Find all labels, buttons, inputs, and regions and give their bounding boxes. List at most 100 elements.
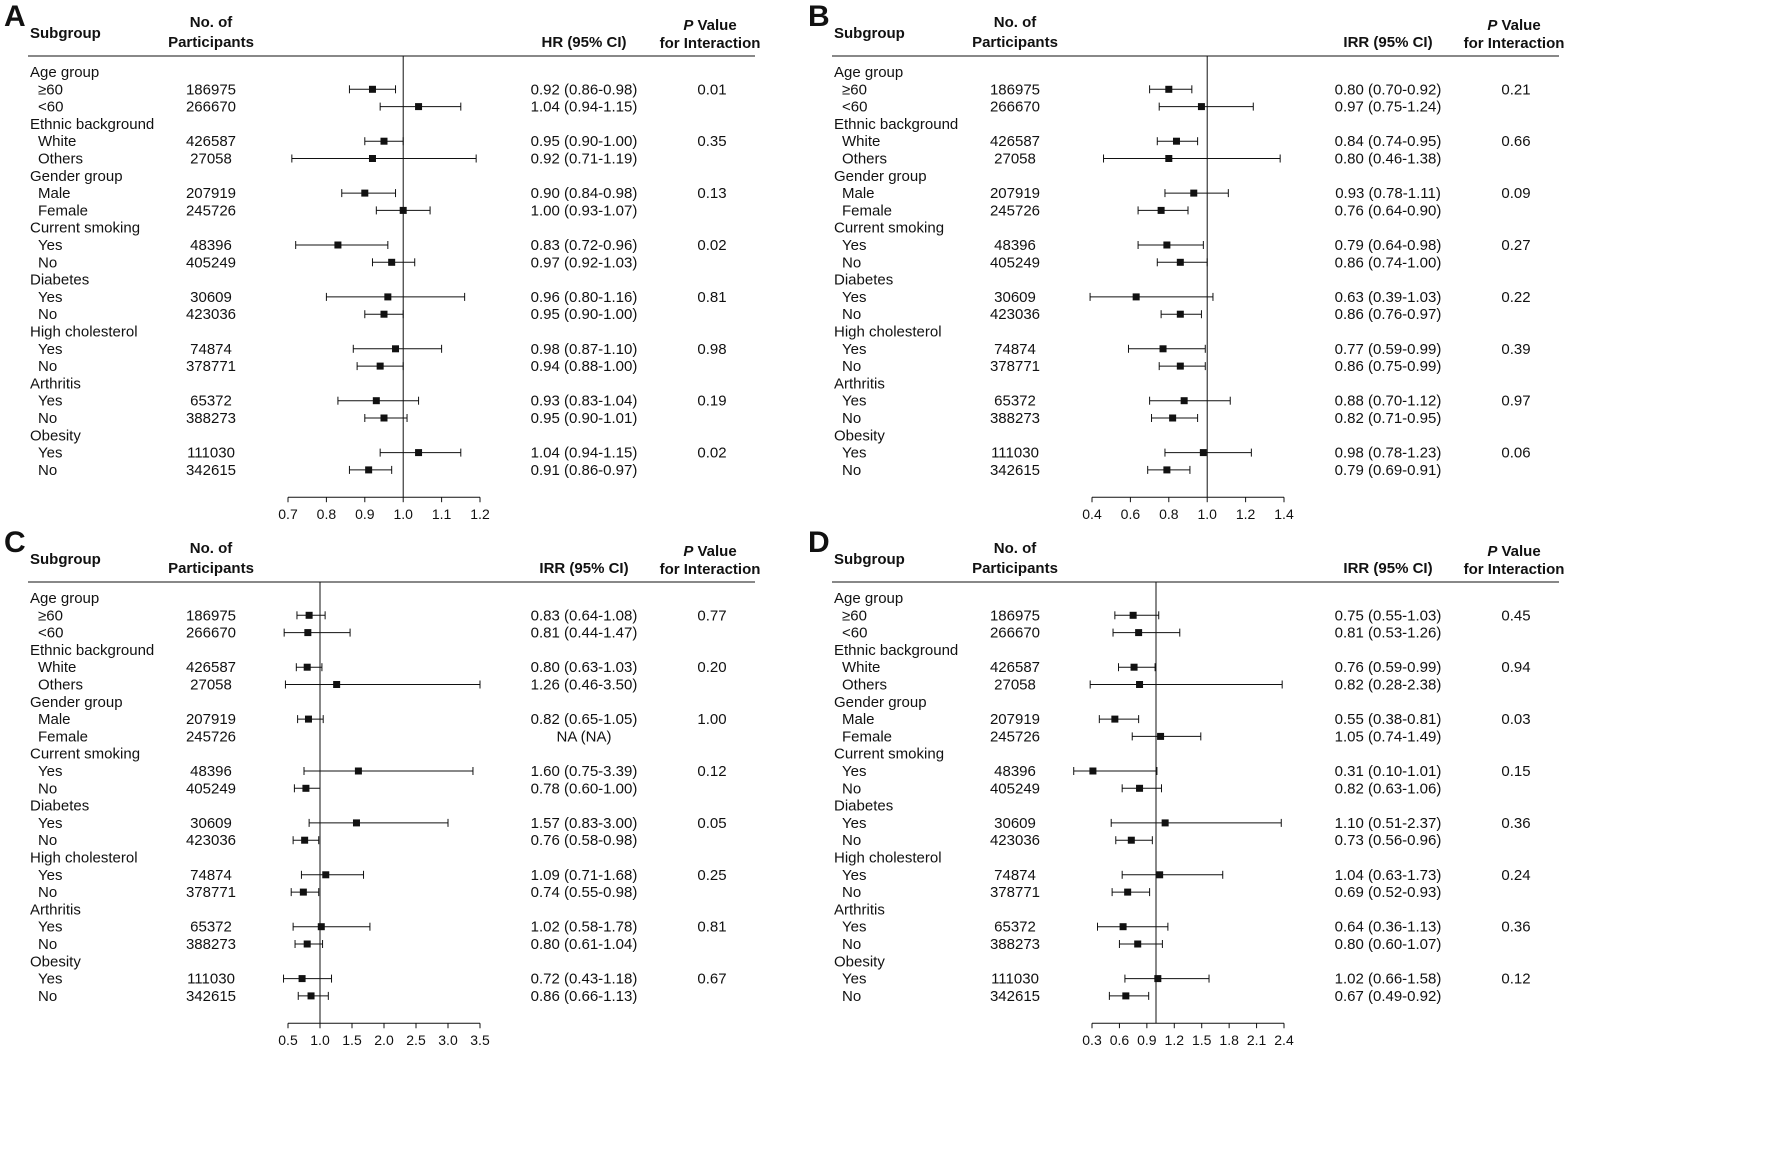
row-participants: 74874	[190, 867, 232, 884]
row-ci-text: 0.82 (0.28-2.38)	[1335, 677, 1442, 694]
group-label: Ethnic background	[834, 642, 958, 659]
row-ci-text: 1.60 (0.75-3.39)	[531, 763, 638, 780]
header-effect-label: HR (95% CI)	[541, 34, 626, 51]
point-estimate	[1129, 611, 1137, 619]
row-label: White	[842, 133, 880, 150]
group-label: Arthritis	[30, 375, 81, 392]
p-interaction: 0.02	[697, 445, 726, 462]
row-label: Yes	[842, 815, 866, 832]
panel-letter: D	[808, 526, 830, 559]
row-label: Others	[38, 677, 83, 694]
row-participants: 266670	[186, 625, 236, 642]
row-participants: 388273	[186, 410, 236, 427]
row-participants: 65372	[190, 393, 232, 410]
header-p-line2: for Interaction	[1464, 35, 1565, 52]
row-label: <60	[38, 625, 63, 642]
row-participants: 342615	[186, 462, 236, 479]
x-tick-label: 3.5	[470, 1032, 490, 1048]
point-estimate	[307, 992, 315, 1000]
row-participants: 245726	[186, 202, 236, 219]
row-label: Female	[38, 202, 88, 219]
p-interaction: 0.77	[697, 607, 726, 624]
x-tick-label: 1.2	[1165, 1032, 1185, 1048]
row-participants: 65372	[190, 919, 232, 936]
row-participants: 111030	[187, 445, 235, 462]
row-participants: 207919	[990, 185, 1040, 202]
row-ci-text: 0.76 (0.59-0.99)	[1335, 659, 1442, 676]
row-label: Yes	[38, 393, 62, 410]
row-participants: 207919	[990, 711, 1040, 728]
p-interaction: 0.36	[1501, 919, 1530, 936]
row-label: Yes	[38, 237, 62, 254]
group-label: Current smoking	[30, 220, 140, 237]
group-label: Age group	[30, 64, 99, 81]
row-label: Yes	[38, 867, 62, 884]
p-interaction: 0.45	[1501, 607, 1530, 624]
point-estimate	[1154, 975, 1162, 983]
x-tick-label: 1.1	[432, 506, 452, 522]
row-ci-text: 0.82 (0.63-1.06)	[1335, 780, 1442, 797]
group-label: Arthritis	[30, 901, 81, 918]
point-estimate	[1127, 836, 1135, 844]
point-estimate	[1157, 206, 1165, 214]
row-ci-text: 0.84 (0.74-0.95)	[1335, 133, 1442, 150]
point-estimate	[1111, 715, 1119, 723]
row-ci-text: 0.93 (0.78-1.11)	[1335, 185, 1441, 202]
group-label: Ethnic background	[30, 642, 154, 659]
point-estimate	[298, 975, 306, 983]
row-label: Yes	[842, 341, 866, 358]
panel-letter: C	[4, 526, 26, 559]
header-participants-line1: No. of	[994, 540, 1037, 557]
header-p-rest: Value	[1497, 17, 1540, 34]
group-label: Arthritis	[834, 901, 885, 918]
point-estimate	[317, 923, 325, 931]
row-ci-text: 0.86 (0.74-1.00)	[1335, 254, 1442, 271]
p-interaction: 0.02	[697, 237, 726, 254]
header-p-rest: Value	[693, 543, 736, 560]
p-interaction: 0.15	[1501, 763, 1530, 780]
row-ci-text: 0.78 (0.60-1.00)	[531, 780, 638, 797]
point-estimate	[380, 137, 388, 145]
row-participants: 186975	[990, 607, 1040, 624]
header-p-value: P Value	[683, 17, 736, 34]
row-ci-text: 0.72 (0.43-1.18)	[531, 971, 638, 988]
header-effect-label: IRR (95% CI)	[1343, 34, 1432, 51]
x-tick-label: 2.0	[374, 1032, 394, 1048]
row-label: No	[38, 936, 57, 953]
row-label: Female	[38, 728, 88, 745]
point-estimate	[1165, 155, 1173, 162]
point-estimate	[333, 681, 341, 688]
row-participants: 207919	[186, 711, 236, 728]
x-tick-label: 1.5	[1192, 1032, 1212, 1048]
row-ci-text: 0.97 (0.92-1.03)	[531, 254, 638, 271]
group-label: High cholesterol	[834, 324, 942, 341]
p-interaction: 0.81	[697, 289, 726, 306]
row-participants: 111030	[187, 971, 235, 988]
point-estimate	[1163, 241, 1171, 249]
point-estimate	[392, 345, 400, 353]
row-ci-text: 1.04 (0.94-1.15)	[531, 445, 638, 462]
row-label: White	[38, 133, 76, 150]
header-p-rest: Value	[693, 17, 736, 34]
point-estimate	[1132, 293, 1140, 301]
row-label: Male	[842, 185, 875, 202]
point-estimate	[1176, 362, 1184, 370]
x-tick-label: 0.4	[1082, 506, 1102, 522]
x-tick-label: 0.8	[317, 506, 337, 522]
row-ci-text: 0.76 (0.58-0.98)	[531, 832, 638, 849]
row-participants: 426587	[186, 133, 236, 150]
point-estimate	[334, 241, 342, 249]
row-participants: 207919	[186, 185, 236, 202]
row-participants: 378771	[990, 358, 1040, 375]
row-participants: 30609	[994, 815, 1036, 832]
group-label: Diabetes	[834, 798, 893, 815]
group-label: High cholesterol	[834, 850, 942, 867]
row-participants: 405249	[186, 780, 236, 797]
point-estimate	[305, 611, 313, 619]
row-participants: 186975	[990, 81, 1040, 98]
row-participants: 378771	[990, 884, 1040, 901]
point-estimate	[368, 155, 376, 162]
row-participants: 74874	[190, 341, 232, 358]
row-ci-text: 0.98 (0.78-1.23)	[1335, 445, 1442, 462]
